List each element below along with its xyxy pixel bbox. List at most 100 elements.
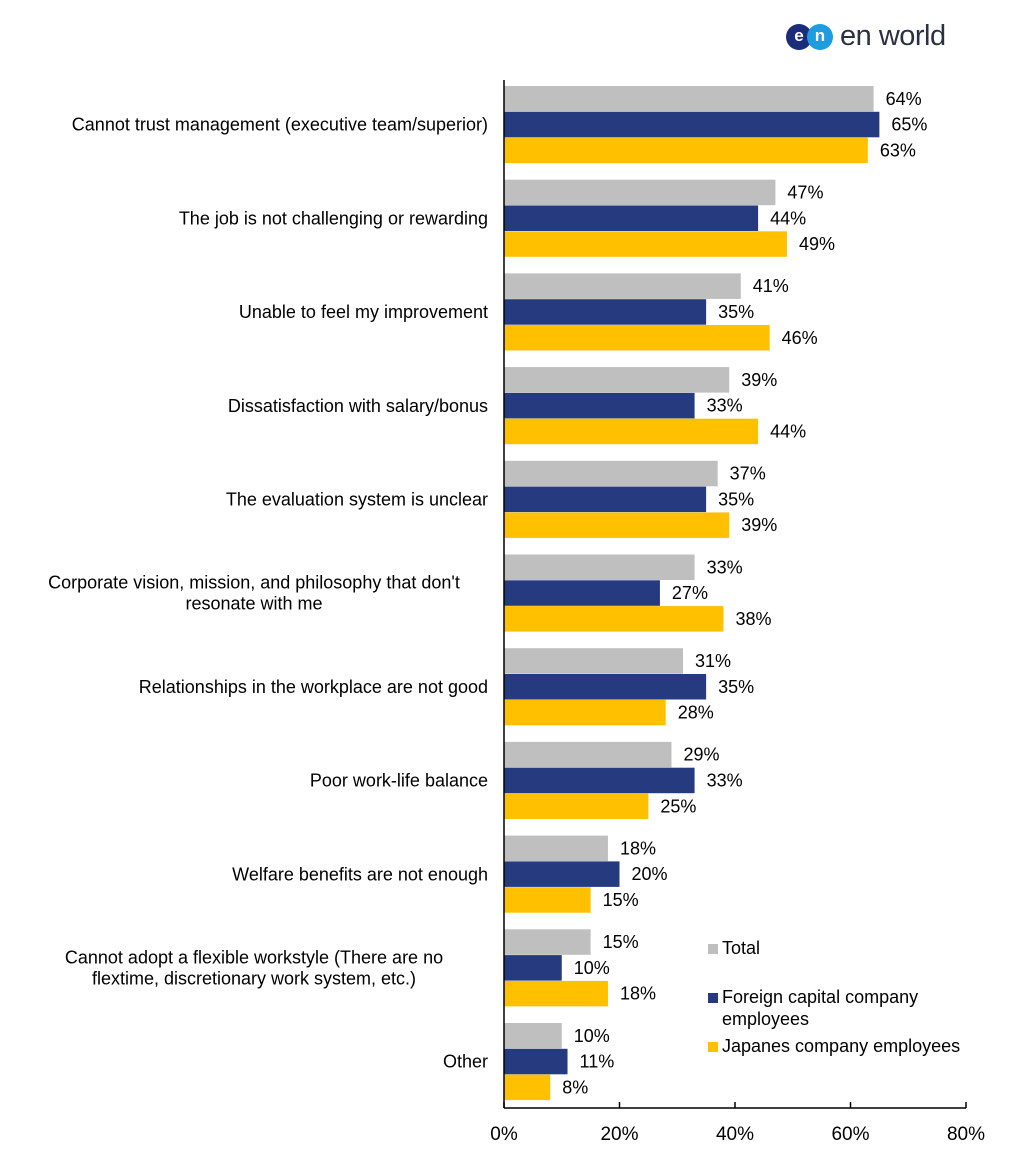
value-label-5-1: 27% <box>672 583 708 603</box>
value-label-8-1: 20% <box>632 864 668 884</box>
legend-label-foreign: Foreign capital company employees <box>722 987 919 1029</box>
x-tick-label-3: 60% <box>831 1124 869 1145</box>
value-label-5-0: 33% <box>707 557 743 577</box>
bar-6-2 <box>504 699 666 726</box>
value-label-4-2: 39% <box>741 515 777 535</box>
bar-8-2 <box>504 887 591 913</box>
bar-8-1 <box>504 861 620 887</box>
bar-4-2 <box>504 512 730 538</box>
value-label-10-2: 8% <box>562 1077 588 1097</box>
legend-item-japanese: Japanes company employees <box>708 1035 998 1057</box>
bar-0-2 <box>504 137 868 164</box>
bar-10-1 <box>504 1048 568 1075</box>
value-label-10-1: 11% <box>580 1052 615 1072</box>
category-label-10: Other <box>443 1052 488 1072</box>
value-label-8-2: 15% <box>603 890 639 910</box>
value-label-0-1: 65% <box>891 115 927 135</box>
value-label-9-1: 10% <box>574 958 610 978</box>
axes-group: 0% 20% 40% 60% 80% <box>490 80 985 1145</box>
category-label-7: Poor work-life balance <box>310 771 488 791</box>
value-label-5-2: 38% <box>735 609 771 629</box>
legend-swatch-japanese <box>708 1042 718 1052</box>
value-label-3-1: 33% <box>707 396 743 416</box>
bar-5-2 <box>504 606 724 632</box>
category-label-5-line0: Corporate vision, mission, and philosoph… <box>48 573 460 593</box>
legend: Total Foreign capital company employees … <box>708 937 998 1057</box>
category-label-9-line1: flextime, discretionary work system, etc… <box>92 969 416 989</box>
bar-7-1 <box>504 767 695 794</box>
bar-9-2 <box>504 980 608 1007</box>
bar-5-0 <box>504 554 695 580</box>
category-label-6: Relationships in the workplace are not g… <box>139 677 488 697</box>
bar-6-1 <box>504 674 707 700</box>
value-label-0-2: 63% <box>880 140 916 160</box>
value-label-2-0: 41% <box>753 276 789 296</box>
value-label-0-0: 64% <box>886 89 922 109</box>
value-label-2-1: 35% <box>718 302 754 322</box>
value-label-10-0: 10% <box>574 1026 610 1046</box>
value-label-6-2: 28% <box>678 703 714 723</box>
value-label-9-2: 18% <box>620 984 656 1004</box>
bar-2-0 <box>504 273 741 299</box>
category-labels-group: Cannot trust management (executive team/… <box>48 115 488 1072</box>
value-label-6-0: 31% <box>695 651 731 671</box>
value-labels-group: 64% 65% 63% 47% 44% 49% 41% 35% 46% 39% 33% 44% 37% 3… <box>562 89 927 1098</box>
bar-7-0 <box>504 741 672 768</box>
value-label-4-0: 37% <box>730 464 766 484</box>
bar-1-1 <box>504 205 759 231</box>
category-label-4: The evaluation system is unclear <box>226 490 488 510</box>
category-label-2: Unable to feel my improvement <box>239 302 488 322</box>
value-label-6-1: 35% <box>718 677 754 697</box>
value-label-2-2: 46% <box>782 328 818 348</box>
value-label-3-2: 44% <box>770 421 806 441</box>
category-label-9-line0: Cannot adopt a flexible workstyle (There… <box>65 948 443 968</box>
value-label-1-0: 47% <box>787 182 823 202</box>
bar-8-0 <box>504 835 608 862</box>
legend-item-foreign: Foreign capital company employees <box>708 986 942 1030</box>
legend-label-total: Total <box>722 938 761 958</box>
bar-4-1 <box>504 486 707 513</box>
value-label-8-0: 18% <box>620 838 656 858</box>
bar-1-2 <box>504 231 787 257</box>
category-label-5-line1: resonate with me <box>185 594 322 614</box>
bar-0-1 <box>504 111 880 138</box>
bar-0-0 <box>504 86 874 112</box>
bar-3-2 <box>504 418 759 445</box>
x-tick-label-2: 40% <box>716 1124 754 1145</box>
bar-3-1 <box>504 392 695 419</box>
bar-2-2 <box>504 325 770 351</box>
bar-10-2 <box>504 1074 551 1101</box>
legend-swatch-foreign <box>708 993 718 1003</box>
bar-2-1 <box>504 299 707 325</box>
bar-1-0 <box>504 179 776 206</box>
category-label-8: Welfare benefits are not enough <box>232 864 488 884</box>
bars-group <box>504 86 880 1101</box>
enworld-logo: e n en world <box>786 20 966 56</box>
value-label-7-1: 33% <box>707 770 743 790</box>
value-label-3-0: 39% <box>741 370 777 390</box>
value-label-1-2: 49% <box>799 234 835 254</box>
x-tick-label-4: 80% <box>947 1124 985 1145</box>
value-label-7-2: 25% <box>660 796 696 816</box>
value-label-1-1: 44% <box>770 208 806 228</box>
legend-swatch-total <box>708 944 718 954</box>
value-label-9-0: 15% <box>603 932 639 952</box>
bar-9-0 <box>504 929 591 955</box>
category-label-0: Cannot trust management (executive team/… <box>72 115 488 135</box>
bar-6-0 <box>504 648 684 674</box>
x-tick-label-1: 20% <box>600 1124 638 1145</box>
bar-10-0 <box>504 1023 562 1049</box>
bar-4-0 <box>504 460 718 487</box>
value-label-7-0: 29% <box>683 745 719 765</box>
logo-mark-n: n <box>807 24 833 50</box>
category-label-1: The job is not challenging or rewarding <box>179 208 488 228</box>
bar-9-1 <box>504 955 562 981</box>
legend-item-total: Total <box>708 937 998 959</box>
category-label-3: Dissatisfaction with salary/bonus <box>228 396 488 416</box>
value-label-4-1: 35% <box>718 489 754 509</box>
bar-3-0 <box>504 367 730 393</box>
bar-7-2 <box>504 793 649 819</box>
x-tick-label-0: 0% <box>490 1124 518 1145</box>
logo-wordmark: en world <box>840 20 946 52</box>
